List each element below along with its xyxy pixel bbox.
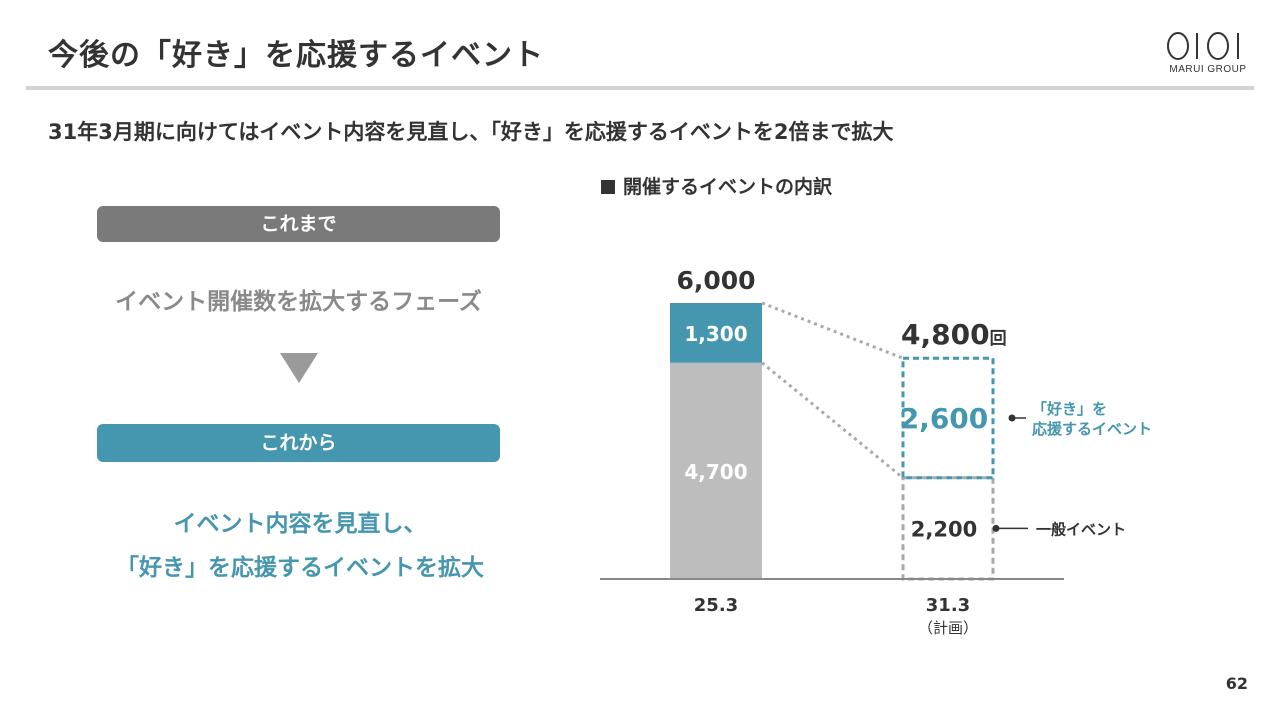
chart-heading: 開催するイベントの内訳 [601,172,832,199]
bar-segment-oshi [901,356,995,480]
title-divider [26,86,1254,90]
square-bullet-icon [601,180,615,194]
bar-segment-general [670,362,762,579]
data-label-oshi: 1,300 [684,322,747,346]
callout-label-oshi-1: 「好き」を [1032,400,1107,418]
tick-label-x: 31.3 [926,595,970,616]
bar-segment-oshi [670,303,762,363]
before-text: イベント開催数を拡大するフェーズ [115,289,482,315]
data-label-total: 4,800回 [901,318,1007,351]
after-text-line2: 「好き」を応援するイベントを拡大 [116,555,484,581]
tick-sublabel-x: （計画） [918,619,978,637]
connector-middle [761,361,904,479]
marui-logo-mark-icon [1167,32,1239,60]
page-subtitle: 31年3月期に向けてはイベント内容を見直し、「好き」を応援するイベントを2倍まで… [48,120,894,144]
connector-top [761,301,904,360]
page-number: 62 [1225,674,1248,693]
callout-label-oshi-2: 応援するイベント [1032,420,1152,438]
logo-text: MARUI GROUP [1169,64,1247,75]
callout-label-general: 一般イベント [1036,520,1126,538]
page-title: 今後の「好き」を応援するイベント [48,38,544,73]
data-label-oshi: 2,600 [900,402,989,435]
tick-label-x: 25.3 [694,595,738,616]
total-unit: 回 [990,329,1007,349]
data-label-total: 6,000 [676,266,755,295]
marui-logo: MARUI GROUP [1162,30,1254,78]
down-arrow-icon [280,353,318,383]
data-label-general: 2,200 [911,517,977,541]
before-label: これまで [97,206,500,242]
after-label: これから [97,424,500,462]
chart-heading-text: 開催するイベントの内訳 [623,176,833,198]
after-text-line1: イベント内容を見直し、 [173,511,427,537]
data-label-general: 4,700 [684,460,747,484]
